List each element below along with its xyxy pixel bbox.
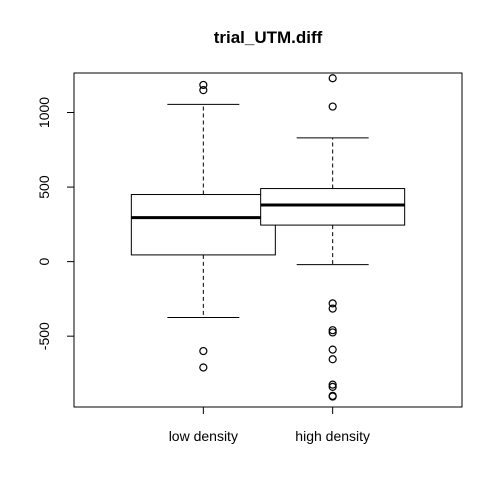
outlier-point	[328, 382, 337, 391]
x-tick-label: low density	[169, 428, 238, 444]
outlier-point	[328, 392, 337, 401]
outlier-point	[328, 102, 337, 111]
y-tick-label: 500	[36, 175, 52, 199]
outlier-point	[328, 355, 337, 364]
iqr-box	[130, 194, 276, 256]
outlier-point	[199, 86, 208, 95]
y-tick-label: -500	[36, 322, 52, 350]
y-axis: -500 0 500 1000	[36, 97, 75, 350]
y-tick-label: 0	[36, 258, 52, 266]
outlier-point	[199, 346, 208, 356]
outlier-point	[328, 328, 337, 337]
outlier-point	[199, 80, 208, 90]
x-tick-label: high density	[295, 428, 370, 444]
outlier-point	[328, 380, 337, 389]
box-high-density	[260, 74, 406, 401]
outlier-point	[328, 304, 337, 313]
outlier-point	[328, 74, 337, 83]
chart-title: trial_UTM.diff	[214, 28, 323, 47]
iqr-box	[260, 188, 406, 226]
outlier-point	[328, 326, 337, 335]
x-axis: low density high density	[169, 406, 370, 444]
outlier-point	[328, 299, 337, 308]
box-series	[130, 74, 406, 401]
outlier-point	[199, 363, 208, 372]
outlier-point	[328, 345, 337, 354]
box-low-density	[130, 80, 276, 372]
y-tick-label: 1000	[36, 97, 52, 128]
